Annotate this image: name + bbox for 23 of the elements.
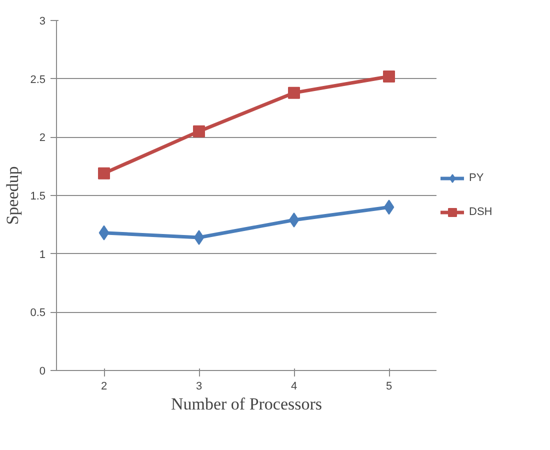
y-tick-label: 2.5	[30, 74, 46, 86]
legend-label: DSH	[469, 206, 492, 218]
x-axis-title: Number of Processors	[170, 394, 322, 414]
legend-label: PY	[469, 172, 485, 184]
y-tick-label: 2	[39, 132, 46, 144]
point	[288, 86, 300, 99]
y-tick-label: 3	[39, 16, 46, 28]
point	[193, 125, 205, 138]
point	[384, 200, 394, 215]
point	[98, 225, 110, 240]
x-tick-label: 5	[386, 380, 392, 392]
x-tick-label: 3	[196, 380, 202, 392]
point	[383, 70, 395, 82]
y-tick-label: 1.5	[30, 190, 46, 202]
y-axis-title: Speedup	[3, 166, 22, 225]
point	[194, 230, 204, 245]
y-tick-label: 0.5	[30, 307, 46, 320]
point	[288, 212, 300, 228]
x-tick-label: 4	[290, 380, 298, 392]
x-tick-label: 2	[100, 380, 108, 392]
y-tick-label: 0	[39, 366, 46, 378]
y-tick-label: 1	[39, 248, 46, 261]
point	[98, 167, 110, 180]
